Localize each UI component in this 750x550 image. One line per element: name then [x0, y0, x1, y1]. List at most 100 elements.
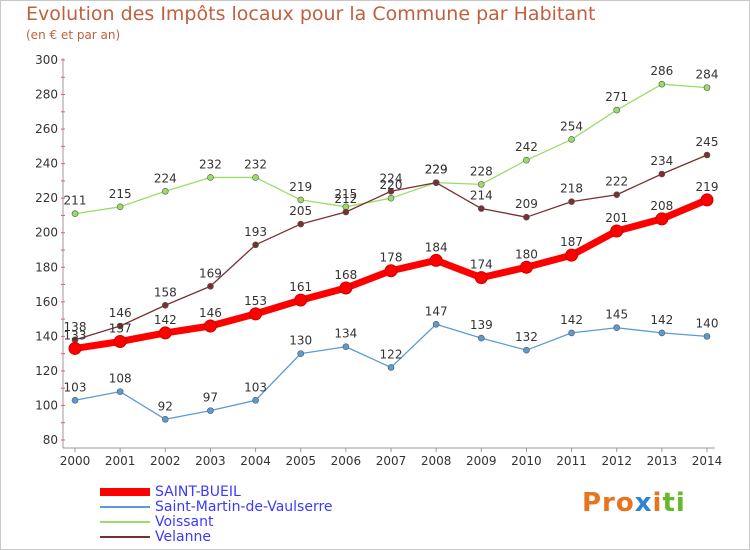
data-point — [207, 407, 214, 414]
data-label: 234 — [650, 154, 673, 168]
data-label: 229 — [425, 163, 448, 177]
data-label: 146 — [199, 306, 222, 320]
data-label: 187 — [560, 235, 583, 249]
x-tick-label: 2001 — [105, 454, 136, 468]
data-point — [71, 396, 79, 404]
y-tick-label: 280 — [35, 88, 58, 102]
y-tick-label: 220 — [35, 191, 58, 205]
data-point — [613, 191, 621, 199]
data-label: 103 — [244, 380, 267, 394]
data-point — [116, 203, 124, 211]
data-point — [113, 335, 127, 349]
data-point — [477, 205, 485, 212]
y-tick-label: 300 — [35, 53, 58, 67]
data-label: 103 — [64, 380, 87, 394]
data-point — [384, 264, 398, 278]
data-label: 132 — [515, 330, 538, 344]
chart-subtitle: (en € et par an) — [26, 28, 121, 42]
y-tick-label: 100 — [35, 398, 58, 412]
data-point — [161, 415, 169, 423]
data-label: 168 — [334, 268, 357, 282]
data-point — [387, 364, 395, 371]
data-point — [432, 320, 440, 328]
data-label: 220 — [380, 178, 403, 192]
x-tick-label: 2012 — [601, 454, 632, 468]
data-point — [523, 156, 530, 164]
data-label: 271 — [605, 90, 628, 104]
data-point — [700, 193, 714, 207]
data-label: 215 — [109, 187, 132, 201]
data-label: 146 — [109, 306, 132, 320]
x-tick-label: 2009 — [466, 454, 497, 468]
legend-item: Saint-Martin-de-Vaulserre — [100, 499, 333, 515]
data-point — [565, 248, 579, 262]
x-tick-label: 2005 — [285, 454, 316, 468]
data-point — [116, 388, 124, 395]
data-label: 229 — [425, 163, 448, 177]
data-label: 218 — [560, 182, 583, 196]
legend-item: SAINT-BUEIL — [100, 484, 241, 500]
x-tick-label: 2003 — [195, 454, 226, 468]
data-point — [297, 350, 305, 357]
x-tick-label: 2004 — [240, 454, 271, 468]
data-label: 142 — [650, 313, 673, 327]
legend-swatch — [100, 506, 150, 508]
legend-label: Saint-Martin-de-Vaulserre — [155, 499, 333, 515]
data-point — [207, 282, 214, 290]
data-point — [432, 179, 440, 186]
data-label: 254 — [560, 119, 583, 133]
chart-title: Evolution des Impôts locaux pour la Comm… — [26, 3, 596, 25]
x-tick-label: 2010 — [511, 454, 542, 468]
data-label: 215 — [334, 187, 357, 201]
brand-logo: Proxiti — [582, 488, 686, 518]
data-label: 184 — [425, 240, 448, 254]
y-tick-label: 80 — [43, 433, 58, 447]
data-label: 169 — [199, 266, 222, 280]
data-label: 161 — [289, 280, 312, 294]
data-point — [568, 136, 575, 143]
data-label: 242 — [515, 140, 538, 154]
legend-swatch — [100, 488, 150, 496]
data-point — [161, 187, 169, 195]
x-tick-label: 2002 — [150, 454, 181, 468]
data-point — [207, 174, 214, 181]
data-point — [655, 212, 669, 226]
x-tick-label: 2011 — [556, 454, 587, 468]
legend-item: Velanne — [100, 529, 211, 545]
data-label: 232 — [199, 157, 222, 171]
x-tick-label: 2008 — [421, 454, 452, 468]
x-tick-label: 2006 — [331, 454, 362, 468]
data-point — [161, 301, 169, 309]
data-label: 284 — [696, 68, 719, 82]
data-point — [297, 196, 305, 204]
data-label: 142 — [560, 313, 583, 327]
data-point — [387, 194, 395, 202]
data-point — [477, 181, 485, 188]
legend-item: Voissant — [100, 514, 213, 530]
data-label: 153 — [244, 294, 267, 308]
data-point — [297, 220, 305, 228]
data-point — [523, 346, 530, 354]
data-point — [71, 210, 79, 218]
data-point — [568, 329, 575, 337]
data-point — [474, 271, 488, 285]
data-label: 224 — [154, 171, 177, 185]
data-label: 222 — [605, 175, 628, 189]
data-label: 212 — [334, 192, 357, 206]
data-point — [252, 241, 259, 249]
y-tick-label: 160 — [35, 295, 58, 309]
legend-swatch — [100, 536, 150, 538]
data-point — [252, 174, 259, 181]
data-point — [116, 322, 124, 330]
data-point — [477, 334, 485, 342]
data-label: 130 — [289, 334, 312, 348]
data-label: 139 — [470, 318, 493, 332]
data-point — [339, 281, 353, 295]
legend-label: Voissant — [155, 514, 214, 530]
data-label: 174 — [470, 258, 493, 272]
data-point — [252, 396, 259, 404]
data-point — [568, 198, 575, 205]
data-point — [703, 151, 711, 159]
data-point — [342, 343, 350, 351]
data-point — [703, 84, 711, 91]
